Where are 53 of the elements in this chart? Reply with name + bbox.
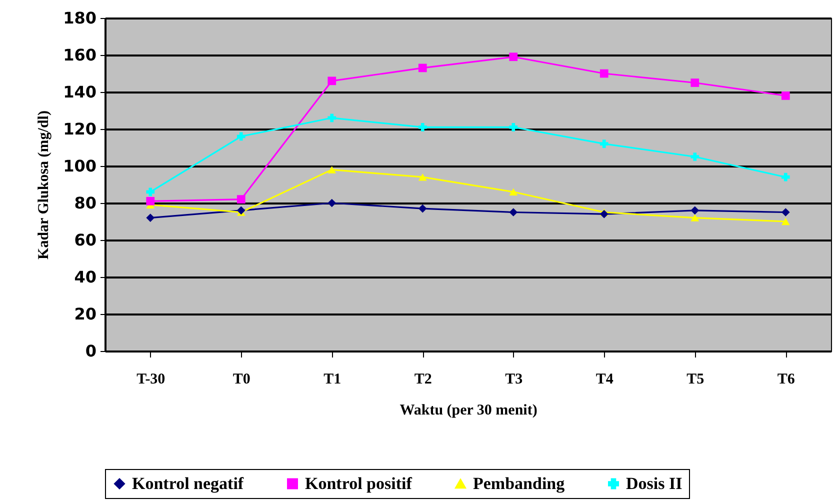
point — [600, 140, 608, 148]
y-tick-label: 100 — [63, 156, 96, 176]
point — [328, 166, 336, 174]
point — [328, 114, 336, 122]
point — [600, 210, 608, 218]
x-axis-title: Waktu (per 30 menit) — [400, 402, 538, 418]
point — [509, 52, 518, 62]
point — [690, 214, 700, 222]
point — [236, 195, 246, 204]
y-tick-label: 120 — [63, 120, 96, 138]
point — [509, 122, 518, 132]
x-tick-label: T1 — [324, 372, 342, 388]
point — [236, 132, 246, 141]
point — [690, 206, 700, 215]
legend-label: Pembanding — [473, 474, 566, 493]
point — [509, 208, 518, 216]
point — [509, 188, 518, 196]
point — [418, 173, 427, 181]
point — [328, 76, 336, 86]
x-tick-label: T0 — [232, 372, 250, 388]
y-tick-label: 0 — [85, 342, 96, 360]
legend-label: Kontrol negatif — [132, 474, 244, 493]
x-tick-label: T2 — [414, 372, 432, 388]
y-tick-label: 20 — [74, 304, 96, 324]
point — [146, 214, 155, 222]
y-axis-title: Kadar Glukosa (mg/dl) — [36, 110, 52, 260]
point — [781, 218, 790, 226]
point — [236, 206, 246, 215]
point — [418, 64, 427, 72]
point — [781, 208, 790, 216]
point — [146, 188, 155, 196]
point — [418, 204, 427, 213]
x-tick-label: T3 — [505, 372, 523, 388]
x-tick-label: T6 — [777, 372, 796, 388]
x-tick-label: T-30 — [136, 372, 166, 388]
point — [781, 172, 790, 182]
point — [418, 122, 427, 132]
y-tick-label: 160 — [63, 46, 96, 64]
point — [328, 198, 336, 208]
point — [146, 196, 155, 206]
point — [690, 152, 700, 161]
y-tick-label: 180 — [63, 8, 96, 28]
legend-label: Dosis II — [626, 474, 683, 493]
y-tick-label: 40 — [74, 268, 96, 286]
x-tick-label: T4 — [596, 372, 614, 388]
point — [600, 69, 608, 78]
y-tick-label: 80 — [74, 194, 96, 212]
y-tick-label: 60 — [74, 230, 96, 250]
point — [690, 78, 700, 87]
point — [781, 92, 790, 100]
y-tick-label: 140 — [63, 82, 96, 102]
legend-label: Kontrol positif — [305, 474, 412, 493]
x-tick-label: T5 — [686, 372, 704, 388]
